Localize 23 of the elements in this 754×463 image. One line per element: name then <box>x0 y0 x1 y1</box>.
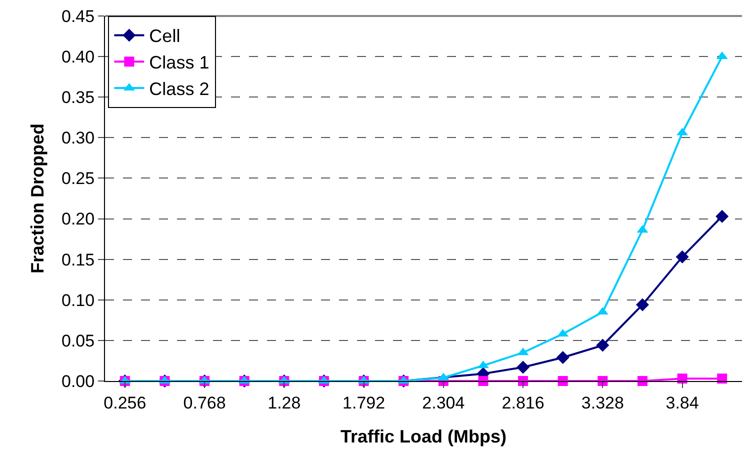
y-tick-label: 0.20 <box>62 210 95 229</box>
y-tick-label: 0.05 <box>62 331 95 350</box>
x-axis-title: Traffic Load (Mbps) <box>340 426 507 446</box>
y-tick-label: 0.25 <box>62 169 95 188</box>
legend-label: Cell <box>149 26 180 46</box>
legend-label: Class 1 <box>149 52 210 73</box>
y-tick-label: 0.40 <box>62 48 95 67</box>
y-tick-label: 0.30 <box>62 128 95 148</box>
y-tick-label: 0.00 <box>62 372 95 391</box>
x-tick-label: 3.84 <box>666 393 699 412</box>
y-tick-label: 0.15 <box>62 250 95 270</box>
x-tick-label: 2.816 <box>502 393 544 412</box>
legend-label: Class 2 <box>149 79 210 100</box>
y-tick-label: 0.35 <box>62 88 95 108</box>
x-tick-label: 0.768 <box>183 393 226 412</box>
x-tick-label: 1.792 <box>342 393 386 412</box>
y-tick-label: 0.10 <box>62 290 95 310</box>
y-axis-title: Fraction Dropped <box>28 123 48 274</box>
x-tick-label: 1.28 <box>268 393 301 412</box>
x-tick-label: 0.256 <box>104 393 146 412</box>
x-tick-label: 2.304 <box>422 393 465 412</box>
x-tick-label: 3.328 <box>581 393 624 412</box>
y-tick-label: 0.45 <box>62 6 95 26</box>
